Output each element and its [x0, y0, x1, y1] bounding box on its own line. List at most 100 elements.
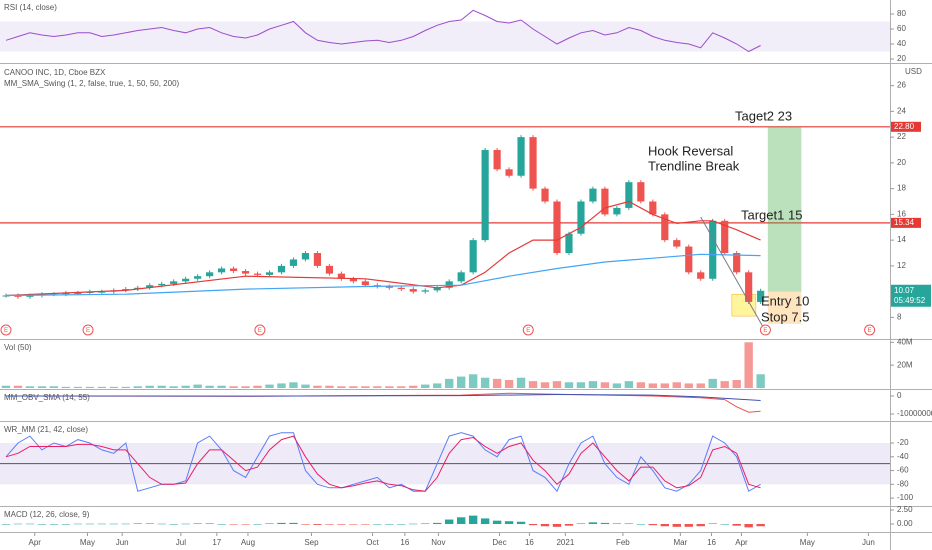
candle	[709, 220, 717, 279]
y-tick-label: -20	[897, 438, 909, 447]
bar	[588, 381, 598, 388]
bar	[756, 374, 765, 388]
bar	[373, 524, 382, 525]
bar	[193, 523, 202, 525]
bar	[241, 524, 250, 525]
bar	[744, 524, 753, 528]
bar	[385, 524, 394, 525]
candle	[613, 207, 621, 215]
moving-average	[5, 253, 761, 297]
bar	[624, 523, 634, 525]
bar	[145, 523, 154, 525]
y-tick-label: 22	[897, 132, 906, 141]
bar	[253, 524, 262, 525]
bar	[636, 524, 646, 525]
candle	[349, 278, 357, 282]
bar	[504, 521, 514, 525]
bar	[421, 384, 430, 388]
bar	[229, 386, 238, 388]
candle	[146, 285, 154, 288]
annotation: Target1 15	[741, 207, 802, 222]
candle	[505, 169, 513, 176]
pane-title: CANOO INC, 1D, Cboe BZX	[4, 68, 106, 77]
y-tick-label: 0.00	[897, 519, 913, 528]
bar	[1, 524, 11, 525]
candle	[637, 182, 645, 202]
candle	[433, 287, 441, 291]
bar	[744, 342, 753, 388]
bar	[696, 383, 705, 388]
trendline	[700, 216, 765, 330]
bar	[480, 518, 490, 525]
candle	[397, 287, 405, 290]
bar	[217, 385, 226, 388]
y-tick-label: 16	[897, 209, 906, 218]
bar	[217, 524, 226, 525]
candle	[553, 201, 561, 254]
bar	[109, 523, 118, 525]
bar	[325, 385, 334, 388]
bar	[720, 524, 729, 525]
y-tick-label: 12	[897, 261, 906, 270]
bar	[109, 386, 118, 388]
price-label-bg	[891, 121, 921, 132]
bar	[684, 524, 693, 527]
annotation: Trendline Break	[648, 158, 740, 173]
bar	[145, 385, 154, 388]
earnings-marker	[82, 324, 94, 336]
bar	[61, 524, 71, 525]
candle	[62, 292, 70, 295]
bar	[325, 524, 334, 525]
y-tick-label: -40	[897, 452, 909, 461]
bar	[672, 382, 681, 388]
candle	[661, 214, 669, 241]
bar	[133, 386, 142, 388]
bar	[624, 381, 634, 388]
x-tick-label: 2021	[556, 538, 574, 547]
candle	[74, 292, 82, 294]
y-tick-label: 2.50	[897, 505, 913, 514]
bar	[25, 523, 35, 525]
x-tick-label: Jun	[116, 538, 129, 547]
bar	[181, 385, 190, 388]
bar	[253, 385, 262, 388]
bar	[708, 378, 717, 388]
bar	[492, 378, 502, 388]
bar	[61, 386, 71, 388]
candle	[206, 272, 214, 277]
bar	[73, 523, 83, 525]
annotation: Stop 7.5	[761, 309, 809, 324]
x-tick-label: May	[800, 538, 815, 547]
stop-zone	[767, 291, 802, 324]
earnings-label: E	[258, 328, 262, 334]
candle	[721, 220, 729, 254]
y-tick-label: 24	[897, 106, 906, 115]
x-tick-label: 16	[525, 538, 534, 547]
bar	[684, 383, 693, 388]
candle	[289, 259, 298, 266]
bar	[301, 384, 310, 388]
candle	[457, 272, 465, 282]
bar	[157, 385, 166, 388]
bar	[564, 382, 574, 388]
bar	[576, 382, 586, 388]
bar	[528, 524, 538, 526]
bar	[289, 522, 298, 525]
candle	[98, 291, 106, 293]
earnings-marker	[522, 324, 534, 336]
bar	[133, 523, 142, 525]
earnings-marker	[0, 324, 12, 336]
bar	[349, 386, 358, 388]
candle	[601, 188, 609, 215]
bar	[337, 386, 346, 388]
bar	[552, 524, 562, 527]
candle	[421, 290, 429, 292]
x-tick-label: Mar	[673, 538, 687, 547]
bar	[612, 383, 622, 388]
bar	[49, 524, 59, 525]
pane-title: Vol (50)	[4, 343, 32, 352]
pane-title: MM_OBV_SMA (14, 55)	[4, 393, 90, 402]
annotation: Entry 10	[761, 293, 809, 308]
bar	[265, 384, 274, 388]
